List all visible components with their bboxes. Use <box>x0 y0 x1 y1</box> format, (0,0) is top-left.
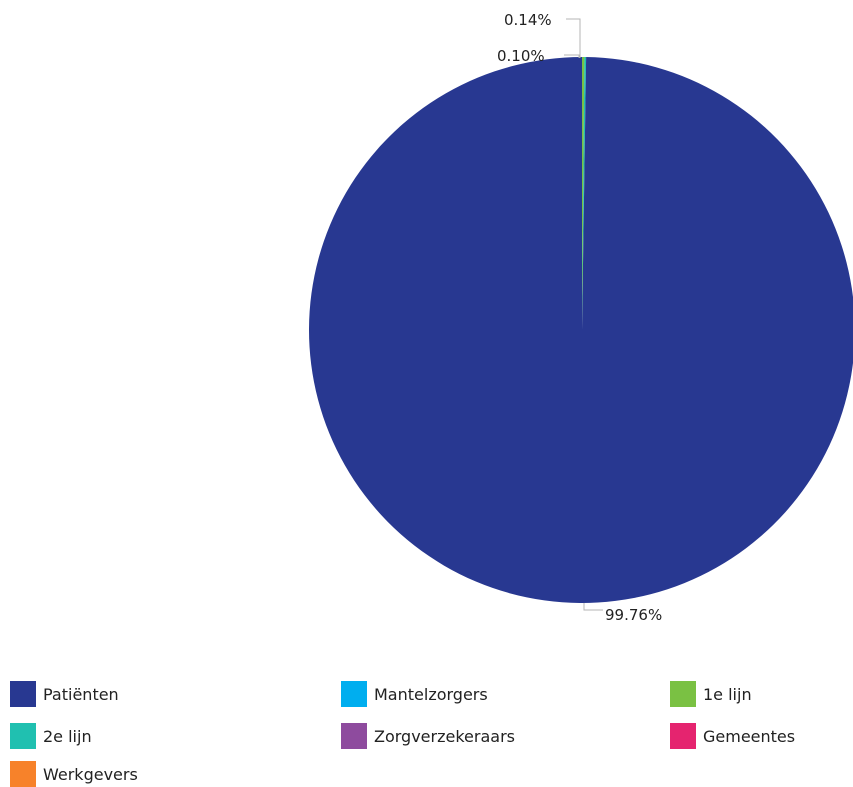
leader-line-2e-lijn <box>564 54 580 58</box>
legend-item-1e-lijn[interactable]: 1e lijn <box>670 681 752 707</box>
legend-swatch-2e-lijn <box>10 723 36 749</box>
legend-label-werkgevers: Werkgevers <box>43 764 138 784</box>
chart-legend: Patiënten Mantelzorgers 1e lijn 2e lijn … <box>10 681 853 787</box>
legend-label-2e-lijn: 2e lijn <box>43 726 92 746</box>
legend-label-1e-lijn: 1e lijn <box>703 684 752 704</box>
data-label-2e-lijn: 0.10% <box>497 47 545 65</box>
data-label-1e-lijn: 0.14% <box>504 11 552 29</box>
pie-slices <box>309 57 853 603</box>
legend-swatch-1e-lijn <box>670 681 696 707</box>
pie-slice-2e-lijn[interactable] <box>582 57 587 331</box>
legend-swatch-patienten <box>10 681 36 707</box>
legend-swatch-zorgverzekeraars <box>341 723 367 749</box>
legend-item-patienten[interactable]: Patiënten <box>10 681 119 707</box>
data-label-patienten: 99.76% <box>605 606 662 624</box>
leader-line-patienten <box>583 603 603 611</box>
legend-item-werkgevers[interactable]: Werkgevers <box>10 761 138 787</box>
leader-line-1e-lijn <box>566 18 581 58</box>
legend-item-2e-lijn[interactable]: 2e lijn <box>10 723 92 749</box>
pie-slice-patienten[interactable] <box>309 57 853 603</box>
legend-swatch-mantelzorgers <box>341 681 367 707</box>
legend-label-mantelzorgers: Mantelzorgers <box>374 684 488 704</box>
legend-swatch-gemeentes <box>670 723 696 749</box>
legend-item-gemeentes[interactable]: Gemeentes <box>670 723 795 749</box>
legend-label-zorgverzekeraars: Zorgverzekeraars <box>374 726 515 746</box>
pie-slice-1e-lijn[interactable] <box>582 57 585 330</box>
legend-swatch-werkgevers <box>10 761 36 787</box>
legend-item-zorgverzekeraars[interactable]: Zorgverzekeraars <box>341 723 515 749</box>
legend-label-gemeentes: Gemeentes <box>703 726 796 746</box>
legend-label-patienten: Patiënten <box>43 684 119 704</box>
legend-item-mantelzorgers[interactable]: Mantelzorgers <box>341 681 488 707</box>
